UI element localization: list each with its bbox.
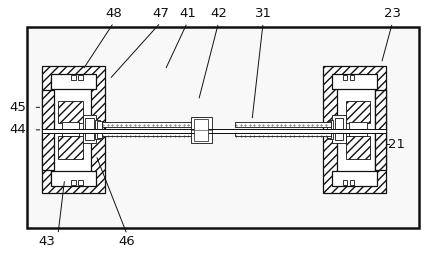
Bar xyxy=(102,132,193,136)
Bar xyxy=(42,66,105,193)
Bar xyxy=(62,122,79,136)
Bar xyxy=(51,78,91,182)
Bar xyxy=(71,75,76,80)
Bar xyxy=(350,75,354,80)
Text: 48: 48 xyxy=(105,7,122,20)
Bar xyxy=(42,129,386,133)
Bar xyxy=(85,118,94,140)
Bar xyxy=(375,90,386,170)
Text: 43: 43 xyxy=(38,235,55,248)
Bar xyxy=(42,90,54,170)
Bar xyxy=(58,101,83,123)
Bar xyxy=(51,171,96,186)
Bar xyxy=(343,180,347,185)
Bar xyxy=(58,136,83,159)
Bar xyxy=(332,115,346,143)
Bar xyxy=(334,118,343,140)
Text: 47: 47 xyxy=(152,7,169,20)
Bar xyxy=(332,74,377,89)
Bar xyxy=(235,132,331,136)
Bar xyxy=(27,26,419,228)
Bar xyxy=(235,122,331,127)
Bar xyxy=(350,180,354,185)
Bar xyxy=(191,117,212,143)
Bar xyxy=(328,120,333,139)
Text: 31: 31 xyxy=(255,7,272,20)
Bar xyxy=(346,101,370,123)
Text: 41: 41 xyxy=(179,7,196,20)
Bar xyxy=(83,115,96,143)
Bar xyxy=(194,119,208,141)
Bar xyxy=(349,122,367,136)
Text: 45: 45 xyxy=(9,101,26,114)
Bar xyxy=(71,180,76,185)
Bar xyxy=(332,171,377,186)
Bar xyxy=(51,74,96,89)
Text: 44: 44 xyxy=(9,123,26,136)
Text: 46: 46 xyxy=(119,235,136,248)
Bar xyxy=(78,180,83,185)
Bar xyxy=(102,122,193,127)
Bar xyxy=(323,66,386,193)
Bar xyxy=(78,75,83,80)
Bar xyxy=(327,121,331,138)
Bar xyxy=(343,75,347,80)
Text: 21: 21 xyxy=(388,138,405,151)
Text: 23: 23 xyxy=(384,7,401,20)
Bar xyxy=(346,136,370,159)
Bar xyxy=(95,120,100,139)
Bar xyxy=(97,121,102,138)
Bar xyxy=(337,78,375,182)
Text: 42: 42 xyxy=(210,7,227,20)
